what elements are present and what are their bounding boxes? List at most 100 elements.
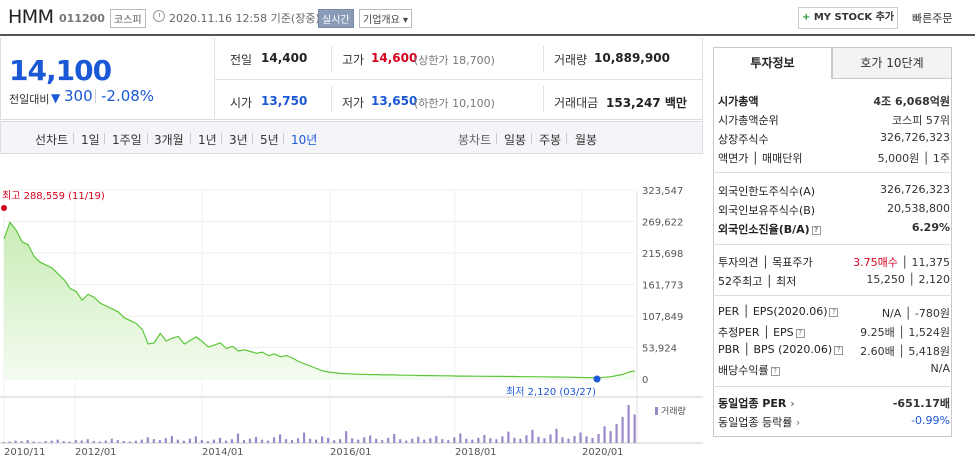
52w-value: 15,250 │ 2,120 [866, 273, 950, 286]
amount-value: 153,247 백만 [606, 96, 687, 110]
volume-bar [218, 437, 222, 443]
foreign-ratio-label: 외국인소진율(B/A)? [718, 221, 821, 237]
invest-info-panel [713, 79, 952, 437]
divider [252, 133, 253, 144]
volume-bar [555, 428, 558, 443]
volume-bar [2, 442, 5, 443]
divider [190, 133, 191, 144]
help-icon[interactable]: ? [834, 346, 844, 355]
volume-bar [164, 438, 167, 443]
period-5y[interactable]: 5년 [260, 133, 279, 147]
volume-bar [471, 439, 474, 443]
min-price-label: 최저 2,120 (03/27) [506, 386, 596, 398]
candle-daily[interactable]: 일봉 [504, 133, 527, 147]
volume-bar [387, 437, 390, 443]
add-my-stock-button[interactable]: + MY STOCK 추가 [798, 7, 898, 29]
amount-label: 거래대금 [554, 96, 599, 110]
dividend-text: 배당수익률 [718, 364, 769, 377]
y-tick-label: 323,547 [642, 186, 683, 197]
volume-bar [242, 440, 246, 443]
tab-invest-info[interactable]: 투자정보 [713, 47, 832, 79]
sector-change-text: 동일업종 등락률 [718, 416, 793, 429]
volume-bar [266, 440, 270, 443]
info-row: 52주최고 │ 최저 15,250 │ 2,120 [718, 273, 950, 291]
y-tick-label: 215,698 [642, 249, 683, 260]
volume-bar [627, 405, 630, 443]
volume-bar [182, 440, 185, 443]
candle-monthly[interactable]: 월봉 [575, 133, 598, 147]
volume-bar [375, 438, 378, 443]
volume-bar [170, 435, 173, 443]
volume-bar [495, 439, 498, 443]
period-3y[interactable]: 3년 [229, 133, 248, 147]
volume-bar [537, 436, 540, 443]
open-label: 시가 [230, 96, 253, 110]
volume-bar [254, 436, 258, 443]
volume-bar [567, 438, 570, 443]
info-row: 액면가 │ 매매단위 5,000원 │ 1주 [718, 150, 950, 168]
volume-bar [573, 435, 576, 443]
info-row: 추정PER │ EPS? 9.25배 │ 1,524원 [718, 324, 950, 342]
candle-weekly[interactable]: 주봉 [539, 133, 562, 147]
volume-legend-swatch [655, 407, 658, 415]
volume-bar [80, 440, 83, 443]
help-icon[interactable]: ? [829, 308, 839, 317]
divider [73, 133, 74, 144]
open-value: 13,750 [261, 94, 308, 108]
volume-label: 거래량 [554, 53, 588, 67]
period-3m[interactable]: 3개월 [154, 133, 184, 147]
volume-bar [122, 441, 125, 443]
realtime-button[interactable]: 실시간 [318, 9, 354, 28]
volume-bar [110, 438, 113, 443]
period-1d[interactable]: 1일 [81, 133, 100, 147]
tab-hoga-10[interactable]: 호가 10단계 [832, 47, 952, 79]
volume-bar [38, 442, 41, 443]
face-value-label: 액면가 │ 매매단위 [718, 152, 803, 165]
help-icon[interactable]: ? [795, 329, 805, 338]
foreign-holding-value: 20,538,800 [887, 202, 950, 215]
opinion-rating: 3.75매수 [853, 256, 898, 269]
help-icon[interactable]: ? [770, 367, 780, 376]
52w-label: 52주최고 │ 최저 [718, 275, 797, 288]
sector-change-label[interactable]: 동일업종 등락률 › [718, 414, 800, 430]
volume-bar [74, 440, 77, 443]
sector-change-value: -0.99% [911, 414, 950, 427]
y-axis: 323,547 269,622 215,698 161,773 107,849 53,92… [642, 186, 683, 386]
sector-per-value: -651.17배 [892, 397, 950, 410]
volume-bar [188, 438, 191, 443]
sector-per-label[interactable]: 동일업종 PER › [718, 395, 795, 411]
divider [713, 172, 952, 173]
volume-bar [423, 439, 426, 443]
dividend-value: N/A [930, 362, 950, 375]
period-1w[interactable]: 1주일 [112, 133, 142, 147]
volume-bar [357, 439, 360, 443]
y-tick-label: 161,773 [642, 281, 683, 292]
divider [331, 86, 332, 112]
volume-bar [405, 440, 408, 443]
divider [283, 133, 284, 144]
info-row: 동일업종 등락률 › -0.99% [718, 414, 950, 432]
volume-bar [591, 437, 594, 443]
period-10y[interactable]: 10년 [291, 133, 318, 147]
price-panel [0, 38, 703, 120]
volume-bar [525, 435, 528, 443]
price-chart[interactable]: 323,547 269,622 215,698 161,773 107,849 53,92… [0, 155, 703, 468]
face-value-value: 5,000원 │ 1주 [877, 152, 950, 165]
volume-bar [86, 439, 89, 443]
x-tick-label: 2018/01 [455, 447, 497, 458]
divider [147, 133, 148, 144]
market-tag: 코스피 [110, 9, 146, 28]
period-1y[interactable]: 1년 [198, 133, 217, 147]
foreign-ratio-value: 6.29% [911, 221, 950, 234]
quick-order-button[interactable]: 빠른주문 [912, 12, 953, 25]
volume-bar [194, 436, 198, 443]
help-icon[interactable]: ? [811, 226, 821, 235]
company-overview-dropdown[interactable]: 기업개요 ▾ [359, 9, 412, 28]
candle-chart-label: 봉차트 [458, 133, 492, 147]
divider [214, 38, 215, 120]
info-row: 외국인보유주식수(B) 20,538,800 [718, 202, 950, 220]
per-value: N/A │ -780원 [881, 307, 950, 320]
listed-shares-label: 상장주식수 [718, 133, 769, 146]
volume-bar [453, 437, 456, 443]
volume-bar [585, 436, 588, 443]
